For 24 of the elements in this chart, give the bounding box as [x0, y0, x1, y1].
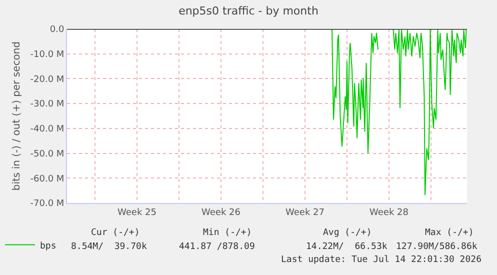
text: Max (-/+): [425, 228, 474, 238]
x-tick-label: Week 26: [202, 208, 241, 218]
text: 441.87 /878.09: [179, 242, 255, 252]
y-tick-label: -50.0 M: [30, 149, 64, 160]
y-tick-label: -70.0 M: [30, 199, 64, 210]
text: Avg (-/+): [323, 228, 372, 238]
y-tick-label: -10.0 M: [30, 50, 64, 60]
x-tick-label: Week 27: [286, 208, 324, 218]
chart-title: enp5s0 traffic - by month: [178, 4, 318, 18]
text: Last update: Tue Jul 14 22:01:30 2026: [281, 255, 482, 265]
text: 127.90M/586.86k: [396, 242, 478, 252]
y-axis-title: bits in (-) / out (+) per second: [11, 41, 22, 191]
text: 14.22M/ 66.53k: [306, 242, 388, 252]
x-tick-label: Week 28: [370, 208, 409, 218]
y-tick-label: -30.0 M: [30, 100, 64, 110]
legend-label: bps: [40, 241, 56, 252]
x-tick-label: Week 25: [118, 208, 156, 218]
text: Cur (-/+): [91, 228, 140, 238]
y-tick-label: 0.0: [50, 25, 64, 36]
y-tick-label: -60.0 M: [30, 174, 64, 184]
y-tick-label: -20.0 M: [30, 74, 64, 85]
text: 8.54M/ 39.70k: [71, 242, 148, 252]
text: Min (-/+): [203, 228, 252, 238]
y-tick-label: -40.0 M: [30, 124, 64, 135]
